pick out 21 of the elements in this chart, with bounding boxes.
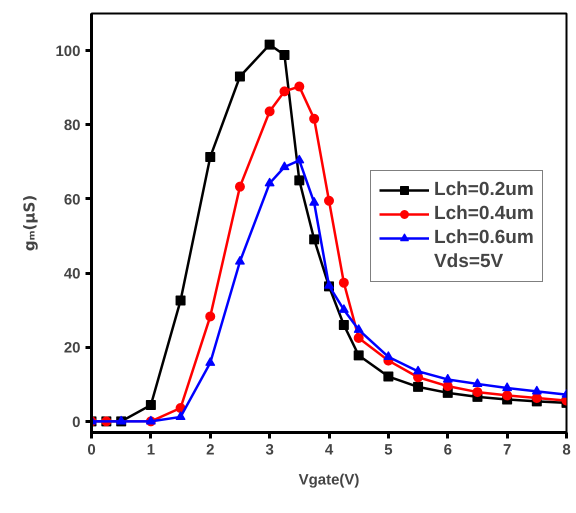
y-tick-label: 60 (64, 191, 81, 208)
annotation: Vds=5V (434, 251, 504, 273)
x-tick-label: 6 (444, 442, 452, 458)
x-tick-label: 8 (562, 442, 571, 458)
x-tick-label: 4 (324, 442, 334, 458)
y-tick-label: 20 (64, 340, 81, 357)
x-tick-label: 1 (146, 442, 156, 458)
y-tick-label: 80 (64, 117, 81, 134)
x-tick-label: 0 (87, 442, 96, 458)
x-tick-label: 3 (265, 442, 274, 458)
legend-label: Lch=0.6um (434, 227, 534, 249)
x-axis-title: Vgate(V) (298, 472, 360, 488)
y-tick-label: 40 (64, 266, 81, 283)
x-tick-label: 5 (384, 442, 393, 458)
legend-label: Lch=0.2um (434, 179, 534, 201)
x-tick-label: 2 (206, 442, 214, 458)
y-tick-label: 0 (72, 414, 80, 431)
x-tick-label: 7 (502, 442, 512, 458)
y-tick-label: 100 (55, 43, 81, 60)
legend-label: Lch=0.4um (434, 203, 534, 225)
y-axis-title: gₘ(µS) (20, 194, 38, 252)
